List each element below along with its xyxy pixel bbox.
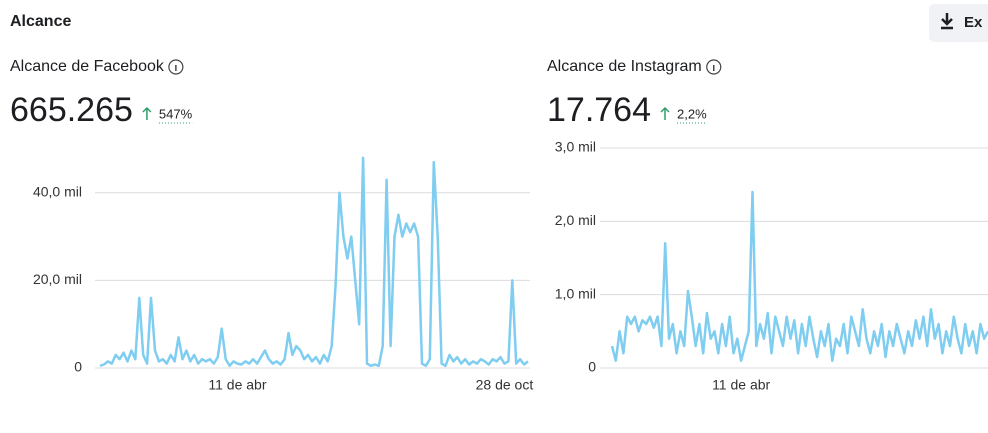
x-tick-label: 11 de abr <box>712 377 770 393</box>
trend-arrow <box>660 106 670 120</box>
chart-title: Alcance de Facebook <box>10 58 165 75</box>
button-bg[interactable] <box>929 4 988 42</box>
x-tick-label: 11 de abr <box>208 377 266 393</box>
y-tick-label: 0 <box>588 359 596 375</box>
y-tick-label: 40,0 mil <box>33 184 82 200</box>
change-value: 2,2% <box>677 106 707 121</box>
y-tick-label: 20,0 mil <box>33 271 82 287</box>
series-line <box>99 156 529 368</box>
download-icon[interactable] <box>941 13 953 30</box>
info-icon <box>168 59 184 75</box>
trend-arrow <box>142 106 152 120</box>
total-value: 665.265 <box>10 91 133 129</box>
chart-title: Alcance de Instagram <box>547 58 702 75</box>
section-title: Alcance <box>10 13 71 30</box>
change-value: 547% <box>159 106 193 121</box>
export-button[interactable]: Ex <box>929 4 988 42</box>
x-tick-label: 28 de oct <box>476 377 534 393</box>
y-tick-label: 3,0 mil <box>555 139 596 155</box>
series-line <box>610 190 988 362</box>
button-label[interactable]: Ex <box>964 14 983 31</box>
total-value: 17.764 <box>547 91 651 129</box>
info-icon <box>706 59 722 75</box>
y-tick-label: 0 <box>74 359 82 375</box>
y-tick-label: 1,0 mil <box>555 285 596 301</box>
y-tick-label: 2,0 mil <box>555 212 596 228</box>
